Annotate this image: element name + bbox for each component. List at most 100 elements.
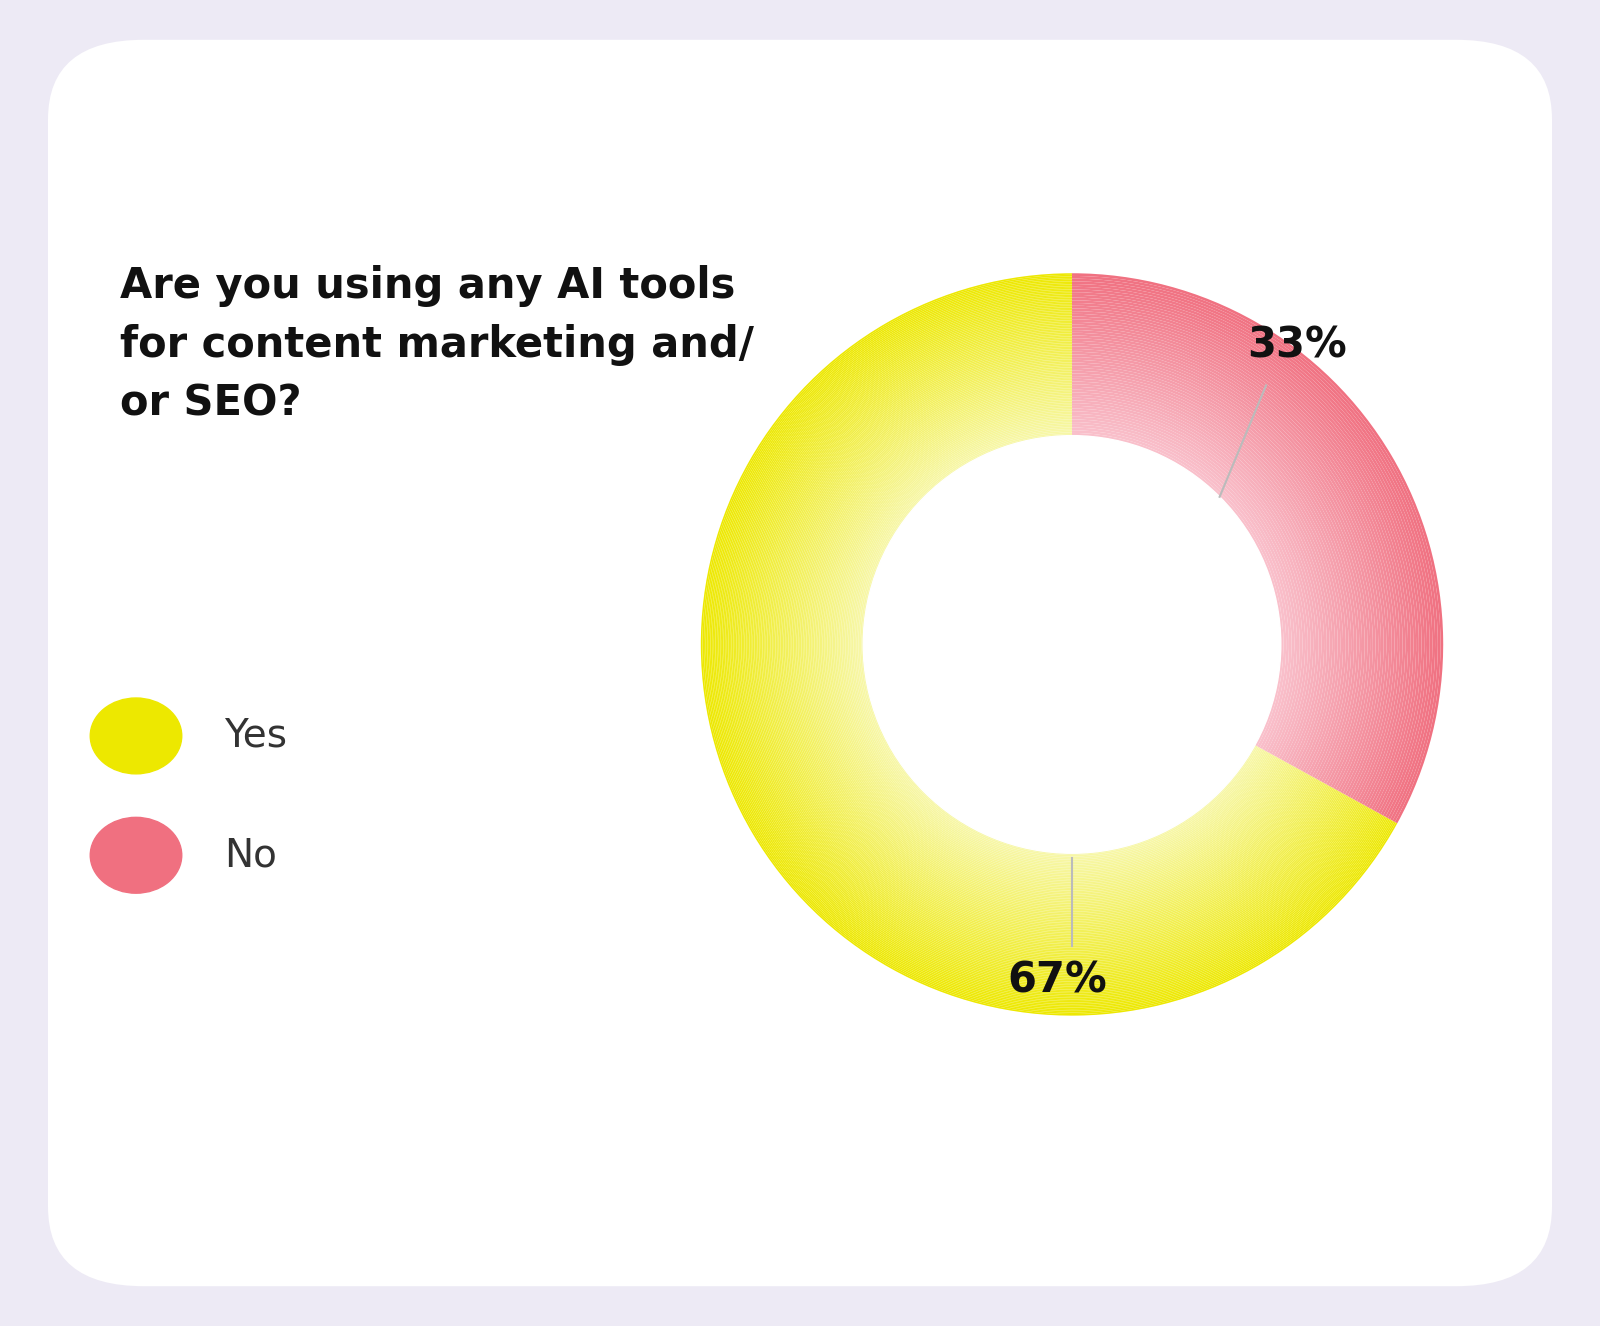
Circle shape	[864, 436, 1280, 853]
Wedge shape	[1072, 333, 1384, 794]
Wedge shape	[733, 306, 1370, 983]
Wedge shape	[1072, 317, 1400, 802]
Wedge shape	[1072, 338, 1378, 792]
Wedge shape	[758, 330, 1347, 959]
Wedge shape	[736, 309, 1366, 980]
Wedge shape	[1072, 411, 1306, 757]
Wedge shape	[846, 419, 1269, 870]
Wedge shape	[702, 274, 1395, 1014]
Wedge shape	[728, 301, 1373, 988]
Wedge shape	[762, 333, 1344, 956]
Wedge shape	[848, 422, 1267, 867]
Wedge shape	[1072, 403, 1314, 761]
Wedge shape	[1072, 365, 1350, 778]
Wedge shape	[773, 345, 1334, 944]
Wedge shape	[747, 321, 1357, 968]
Wedge shape	[806, 379, 1304, 910]
Wedge shape	[742, 316, 1360, 973]
Wedge shape	[717, 289, 1382, 1000]
Wedge shape	[797, 369, 1314, 920]
Wedge shape	[741, 314, 1362, 975]
Wedge shape	[811, 383, 1301, 906]
Wedge shape	[835, 408, 1278, 880]
Circle shape	[90, 817, 182, 894]
Circle shape	[90, 697, 182, 774]
Wedge shape	[851, 424, 1266, 865]
Wedge shape	[718, 292, 1382, 997]
Wedge shape	[707, 280, 1392, 1009]
Wedge shape	[750, 324, 1354, 965]
Wedge shape	[779, 351, 1330, 937]
Wedge shape	[1072, 278, 1438, 821]
Wedge shape	[819, 391, 1293, 898]
Wedge shape	[830, 403, 1283, 886]
Wedge shape	[1072, 276, 1440, 822]
Wedge shape	[1072, 382, 1334, 772]
Wedge shape	[802, 374, 1309, 915]
Wedge shape	[1072, 292, 1424, 814]
Text: Yes: Yes	[224, 717, 286, 754]
Wedge shape	[813, 386, 1299, 903]
Wedge shape	[837, 410, 1278, 879]
Wedge shape	[854, 427, 1262, 862]
Wedge shape	[754, 326, 1350, 963]
Wedge shape	[1072, 424, 1291, 751]
Wedge shape	[1072, 416, 1299, 754]
Wedge shape	[818, 390, 1294, 899]
Wedge shape	[1072, 390, 1326, 768]
Wedge shape	[821, 394, 1291, 895]
Wedge shape	[1072, 351, 1365, 785]
Wedge shape	[723, 296, 1378, 993]
Wedge shape	[757, 329, 1349, 960]
Wedge shape	[726, 300, 1374, 989]
Wedge shape	[1072, 322, 1395, 800]
Text: No: No	[224, 837, 277, 874]
Wedge shape	[1072, 432, 1283, 747]
Wedge shape	[838, 411, 1277, 878]
Wedge shape	[803, 375, 1307, 914]
Wedge shape	[739, 312, 1363, 977]
Wedge shape	[840, 412, 1275, 876]
Wedge shape	[770, 342, 1338, 948]
Wedge shape	[826, 398, 1288, 891]
Wedge shape	[824, 396, 1290, 892]
Wedge shape	[776, 347, 1331, 941]
Wedge shape	[744, 317, 1358, 972]
Wedge shape	[832, 404, 1282, 884]
Wedge shape	[760, 332, 1346, 957]
Wedge shape	[1072, 427, 1290, 749]
Wedge shape	[792, 365, 1317, 924]
Text: 33%: 33%	[1248, 325, 1347, 366]
Wedge shape	[790, 362, 1318, 927]
Wedge shape	[738, 310, 1365, 979]
Wedge shape	[850, 423, 1266, 866]
Wedge shape	[856, 430, 1261, 859]
Wedge shape	[1072, 395, 1322, 765]
Wedge shape	[1072, 374, 1342, 774]
Wedge shape	[712, 285, 1387, 1004]
Wedge shape	[1072, 304, 1413, 809]
Wedge shape	[1072, 430, 1286, 748]
Wedge shape	[853, 426, 1264, 863]
Wedge shape	[814, 387, 1298, 902]
Wedge shape	[720, 293, 1381, 996]
Wedge shape	[1072, 379, 1338, 773]
Wedge shape	[784, 357, 1325, 932]
Wedge shape	[798, 371, 1312, 918]
Wedge shape	[1072, 284, 1432, 818]
Wedge shape	[827, 400, 1286, 888]
Wedge shape	[1072, 320, 1397, 801]
Wedge shape	[829, 402, 1285, 887]
Wedge shape	[1072, 359, 1357, 781]
Wedge shape	[805, 377, 1306, 912]
Wedge shape	[778, 350, 1330, 939]
Wedge shape	[1072, 354, 1362, 784]
Wedge shape	[1072, 314, 1403, 804]
Wedge shape	[1072, 408, 1307, 758]
Wedge shape	[782, 354, 1326, 935]
Wedge shape	[701, 273, 1397, 1016]
Wedge shape	[1072, 328, 1389, 797]
Wedge shape	[763, 335, 1344, 953]
Wedge shape	[1072, 371, 1346, 776]
Wedge shape	[816, 389, 1296, 900]
